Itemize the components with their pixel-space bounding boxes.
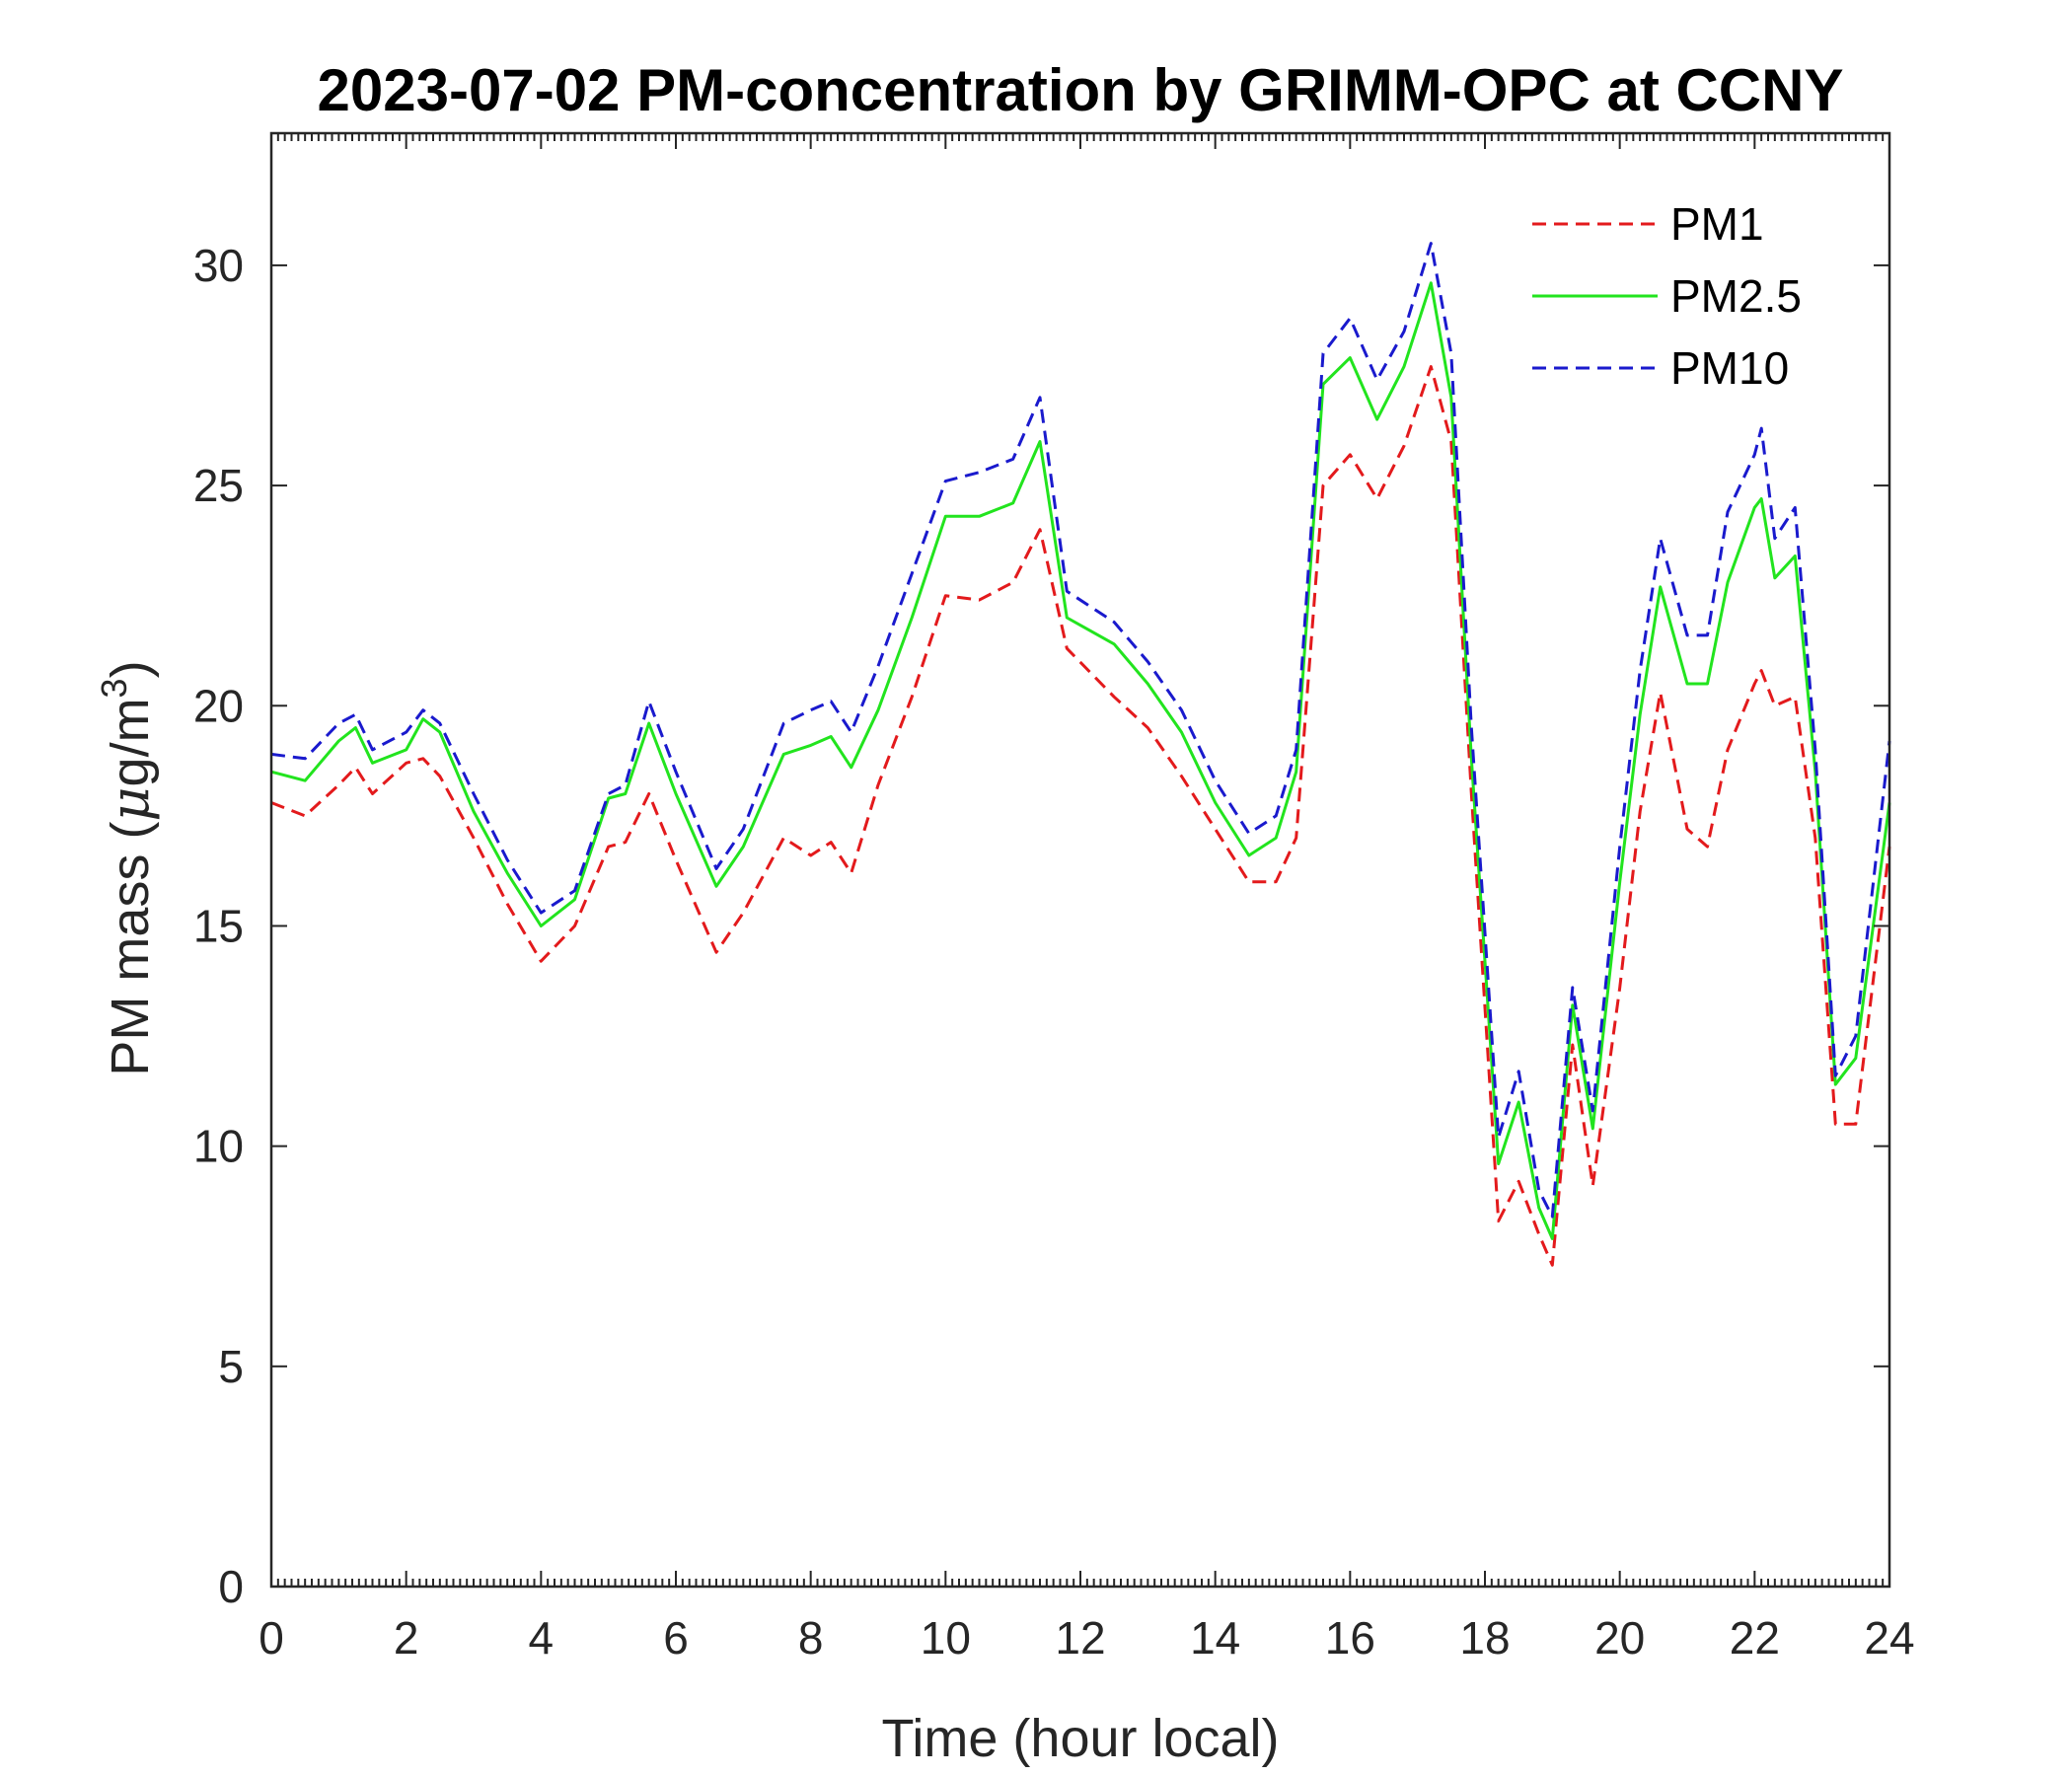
y-axis: 0 5 10 15 20 25 30 xyxy=(193,240,1889,1612)
chart-title: 2023-07-02 PM-concentration by GRIMM-OPC… xyxy=(318,57,1844,123)
y-tick-label: 25 xyxy=(193,460,244,511)
series-line-3 xyxy=(270,242,1891,1219)
legend-label-1: PM1 xyxy=(1670,198,1764,250)
x-tick-label: 8 xyxy=(798,1612,824,1664)
x-tick-label: 14 xyxy=(1190,1612,1240,1664)
series-line-1 xyxy=(270,365,1891,1267)
y-tick-label: 5 xyxy=(218,1341,244,1392)
legend-label-3: PM10 xyxy=(1670,342,1789,394)
x-tick-label: 16 xyxy=(1325,1612,1375,1664)
y-tick-label: 30 xyxy=(193,240,244,291)
series-layer xyxy=(270,242,1891,1267)
y-axis-label-superscript: 3 xyxy=(94,678,134,698)
x-tick-label: 6 xyxy=(663,1612,689,1664)
legend-label-2: PM2.5 xyxy=(1670,270,1802,322)
y-axis-label-mu: μ xyxy=(99,786,161,821)
x-tick-label: 10 xyxy=(921,1612,971,1664)
y-tick-label: 10 xyxy=(193,1121,244,1172)
y-axis-label: PM mass (μg/m3) xyxy=(94,660,161,1075)
x-axis: 0 2 4 6 8 10 12 14 16 18 20 22 24 xyxy=(259,133,1915,1664)
y-tick-label: 15 xyxy=(193,900,244,951)
plot-background xyxy=(271,133,1889,1587)
y-axis-label-unit: g/m xyxy=(101,698,160,786)
y-tick-label: 20 xyxy=(193,680,244,731)
x-tick-label: 20 xyxy=(1594,1612,1645,1664)
series-line-2 xyxy=(270,281,1891,1240)
y-tick-label: 0 xyxy=(218,1561,244,1612)
y-axis-label-close: ) xyxy=(101,660,160,678)
y-axis-label-text: PM mass ( xyxy=(101,822,160,1076)
legend: PM1 PM2.5 PM10 xyxy=(1532,198,1802,394)
x-tick-label: 12 xyxy=(1055,1612,1105,1664)
x-tick-label: 0 xyxy=(259,1612,284,1664)
plot-area xyxy=(271,133,1889,1587)
x-tick-label: 2 xyxy=(394,1612,419,1664)
x-tick-label: 22 xyxy=(1730,1612,1780,1664)
x-tick-label: 24 xyxy=(1864,1612,1914,1664)
x-tick-label: 18 xyxy=(1459,1612,1510,1664)
x-axis-label: Time (hour local) xyxy=(881,1709,1279,1768)
x-tick-label: 4 xyxy=(529,1612,555,1664)
